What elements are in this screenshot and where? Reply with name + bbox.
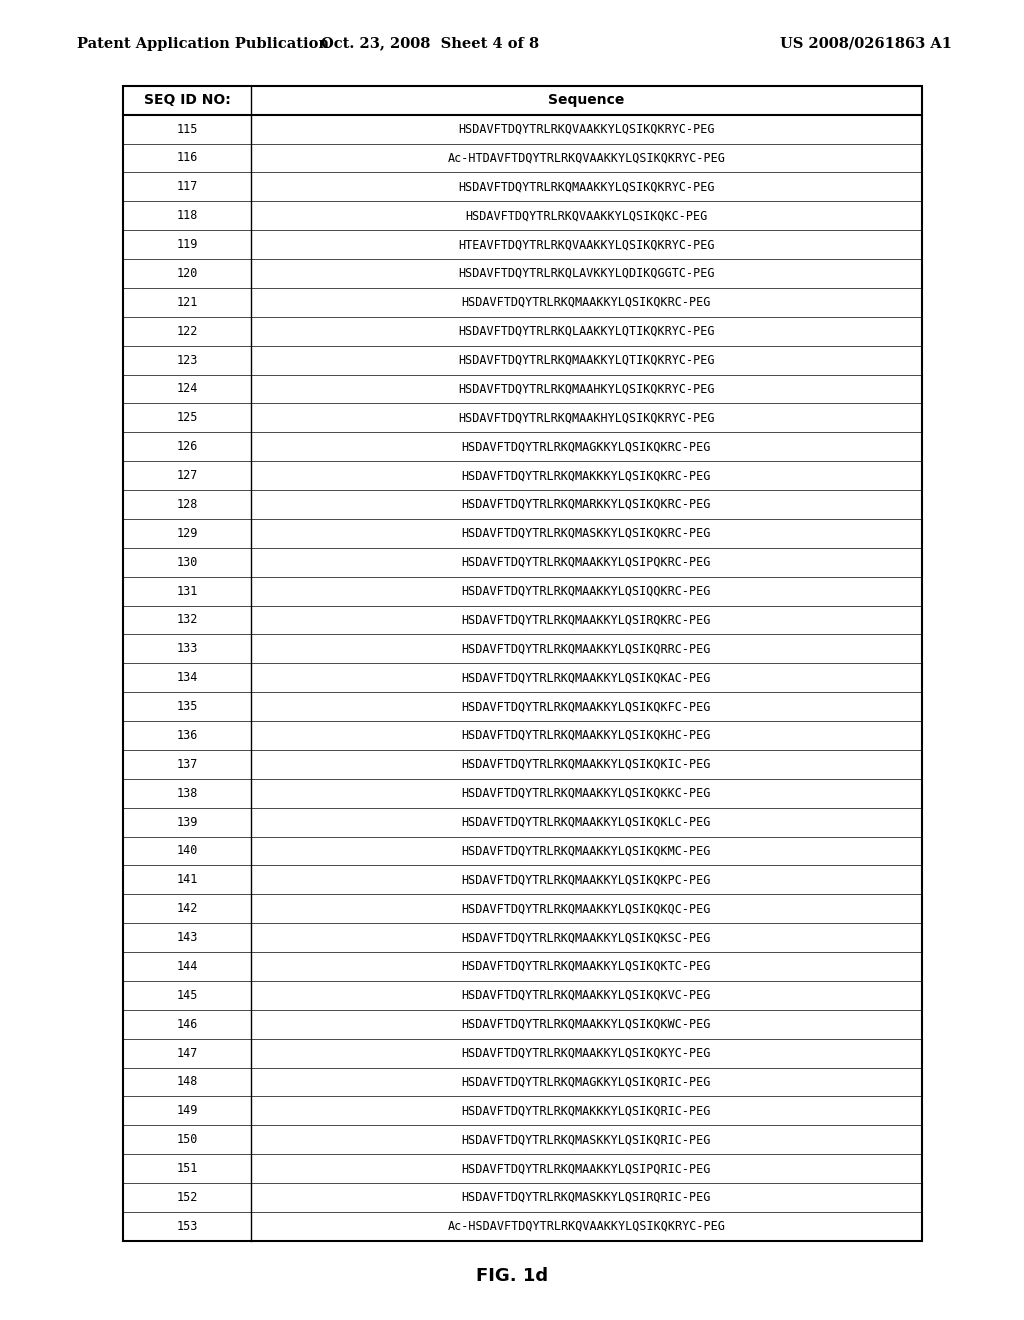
Text: 139: 139 [176,816,198,829]
Text: HSDAVFTDQYTRLRKQMAAKKYLQSIKQKKC-PEG: HSDAVFTDQYTRLRKQMAAKKYLQSIKQKKC-PEG [462,787,711,800]
Text: 126: 126 [176,441,198,453]
Text: 119: 119 [176,238,198,251]
Text: US 2008/0261863 A1: US 2008/0261863 A1 [780,37,952,50]
Text: HSDAVFTDQYTRLRKQMAAKHYLQSIKQKRYC-PEG: HSDAVFTDQYTRLRKQMAAKHYLQSIKQKRYC-PEG [458,412,715,424]
Text: 134: 134 [176,672,198,684]
Text: HSDAVFTDQYTRLRKQMAAKKYLQSIKQKWC-PEG: HSDAVFTDQYTRLRKQMAAKKYLQSIKQKWC-PEG [462,1018,711,1031]
Text: 140: 140 [176,845,198,858]
Text: 142: 142 [176,903,198,915]
Text: HSDAVFTDQYTRLRKQMASKKYLQSIKQKRC-PEG: HSDAVFTDQYTRLRKQMASKKYLQSIKQKRC-PEG [462,527,711,540]
Text: Ac-HTDAVFTDQYTRLRKQVAAKKYLQSIKQKRYC-PEG: Ac-HTDAVFTDQYTRLRKQVAAKKYLQSIKQKRYC-PEG [447,152,725,165]
Text: HSDAVFTDQYTRLRKQMASKKYLQSIRQRIC-PEG: HSDAVFTDQYTRLRKQMASKKYLQSIRQRIC-PEG [462,1191,711,1204]
Text: HSDAVFTDQYTRLRKQMAAKKYLQSIKQKFC-PEG: HSDAVFTDQYTRLRKQMAAKKYLQSIKQKFC-PEG [462,700,711,713]
Text: 131: 131 [176,585,198,598]
Text: HSDAVFTDQYTRLRKQMAGKKYLQSIKQKRC-PEG: HSDAVFTDQYTRLRKQMAGKKYLQSIKQKRC-PEG [462,441,711,453]
Text: 127: 127 [176,469,198,482]
Text: Sequence: Sequence [548,94,625,107]
Text: HSDAVFTDQYTRLRKQLAVKKYLQDIKQGGTC-PEG: HSDAVFTDQYTRLRKQLAVKKYLQDIKQGGTC-PEG [458,267,715,280]
Text: 136: 136 [176,729,198,742]
Text: Oct. 23, 2008  Sheet 4 of 8: Oct. 23, 2008 Sheet 4 of 8 [321,37,540,50]
Text: HSDAVFTDQYTRLRKQMAAKKYLQSIPQKRC-PEG: HSDAVFTDQYTRLRKQMAAKKYLQSIPQKRC-PEG [462,556,711,569]
Text: HSDAVFTDQYTRLRKQMASKKYLQSIKQRIC-PEG: HSDAVFTDQYTRLRKQMASKKYLQSIKQRIC-PEG [462,1134,711,1146]
Text: HSDAVFTDQYTRLRKQMAAKKYLQSIKQKTC-PEG: HSDAVFTDQYTRLRKQMAAKKYLQSIKQKTC-PEG [462,960,711,973]
Text: 117: 117 [176,181,198,193]
Text: 143: 143 [176,931,198,944]
Text: 129: 129 [176,527,198,540]
Text: HSDAVFTDQYTRLRKQLAAKKYLQTIKQKRYC-PEG: HSDAVFTDQYTRLRKQLAAKKYLQTIKQKRYC-PEG [458,325,715,338]
Text: HSDAVFTDQYTRLRKQMAAKKYLQSIKQKQC-PEG: HSDAVFTDQYTRLRKQMAAKKYLQSIKQKQC-PEG [462,903,711,915]
Text: 130: 130 [176,556,198,569]
Text: 153: 153 [176,1220,198,1233]
Text: 135: 135 [176,700,198,713]
Text: HSDAVFTDQYTRLRKQMAAKKYLQSIKQKSC-PEG: HSDAVFTDQYTRLRKQMAAKKYLQSIKQKSC-PEG [462,931,711,944]
Text: 123: 123 [176,354,198,367]
Text: HSDAVFTDQYTRLRKQMAGKKYLQSIKQRIC-PEG: HSDAVFTDQYTRLRKQMAGKKYLQSIKQRIC-PEG [462,1076,711,1089]
Text: 118: 118 [176,210,198,222]
Text: 144: 144 [176,960,198,973]
Text: FIG. 1d: FIG. 1d [476,1267,548,1286]
Text: 138: 138 [176,787,198,800]
Text: Ac-HSDAVFTDQYTRLRKQVAAKKYLQSIKQKRYC-PEG: Ac-HSDAVFTDQYTRLRKQVAAKKYLQSIKQKRYC-PEG [447,1220,725,1233]
Text: 149: 149 [176,1105,198,1117]
Text: 120: 120 [176,267,198,280]
Text: HSDAVFTDQYTRLRKQMAAKKYLQSIKQKLC-PEG: HSDAVFTDQYTRLRKQMAAKKYLQSIKQKLC-PEG [462,816,711,829]
Text: 122: 122 [176,325,198,338]
Text: 133: 133 [176,643,198,655]
Text: 128: 128 [176,498,198,511]
Text: HSDAVFTDQYTRLRKQMAAKKYLQTIKQKRYC-PEG: HSDAVFTDQYTRLRKQMAAKKYLQTIKQKRYC-PEG [458,354,715,367]
Text: HSDAVFTDQYTRLRKQMAAKKYLQSIRQKRC-PEG: HSDAVFTDQYTRLRKQMAAKKYLQSIRQKRC-PEG [462,614,711,627]
Text: 141: 141 [176,874,198,886]
Text: 150: 150 [176,1134,198,1146]
Text: HSDAVFTDQYTRLRKQMAAKKYLQSIKQKIC-PEG: HSDAVFTDQYTRLRKQMAAKKYLQSIKQKIC-PEG [462,758,711,771]
Text: 115: 115 [176,123,198,136]
Text: HSDAVFTDQYTRLRKQMAAKKYLQSIKQKMC-PEG: HSDAVFTDQYTRLRKQMAAKKYLQSIKQKMC-PEG [462,845,711,858]
Text: HSDAVFTDQYTRLRKQVAAKKYLQSIKQKRYC-PEG: HSDAVFTDQYTRLRKQVAAKKYLQSIKQKRYC-PEG [458,123,715,136]
Text: HSDAVFTDQYTRLRKQVAAKKYLQSIKQKC-PEG: HSDAVFTDQYTRLRKQVAAKKYLQSIKQKC-PEG [465,210,708,222]
Text: HSDAVFTDQYTRLRKQMAAKKYLQSIKQKYC-PEG: HSDAVFTDQYTRLRKQMAAKKYLQSIKQKYC-PEG [462,1047,711,1060]
Text: HSDAVFTDQYTRLRKQMAKKKYLQSIKQRIC-PEG: HSDAVFTDQYTRLRKQMAKKKYLQSIKQRIC-PEG [462,1105,711,1117]
Text: 116: 116 [176,152,198,165]
Text: 125: 125 [176,412,198,424]
Text: HSDAVFTDQYTRLRKQMARKKYLQSIKQKRC-PEG: HSDAVFTDQYTRLRKQMARKKYLQSIKQKRC-PEG [462,498,711,511]
Text: HSDAVFTDQYTRLRKQMAAKKYLQSIKQKPC-PEG: HSDAVFTDQYTRLRKQMAAKKYLQSIKQKPC-PEG [462,874,711,886]
Text: 145: 145 [176,989,198,1002]
Text: HSDAVFTDQYTRLRKQMAAKKYLQSIKQKAC-PEG: HSDAVFTDQYTRLRKQMAAKKYLQSIKQKAC-PEG [462,672,711,684]
Text: 152: 152 [176,1191,198,1204]
Text: HSDAVFTDQYTRLRKQMAAKKYLQSIKQKHC-PEG: HSDAVFTDQYTRLRKQMAAKKYLQSIKQKHC-PEG [462,729,711,742]
Text: Patent Application Publication: Patent Application Publication [77,37,329,50]
Text: 137: 137 [176,758,198,771]
Text: SEQ ID NO:: SEQ ID NO: [143,94,230,107]
Text: HSDAVFTDQYTRLRKQMAAHKYLQSIKQKRYC-PEG: HSDAVFTDQYTRLRKQMAAHKYLQSIKQKRYC-PEG [458,383,715,396]
Text: HSDAVFTDQYTRLRKQMAAKKYLQSIPQRIC-PEG: HSDAVFTDQYTRLRKQMAAKKYLQSIPQRIC-PEG [462,1162,711,1175]
Text: HSDAVFTDQYTRLRKQMAKKKYLQSIKQKRC-PEG: HSDAVFTDQYTRLRKQMAKKKYLQSIKQKRC-PEG [462,469,711,482]
Text: HSDAVFTDQYTRLRKQMAAKKYLQSIKQKRYC-PEG: HSDAVFTDQYTRLRKQMAAKKYLQSIKQKRYC-PEG [458,181,715,193]
Text: 146: 146 [176,1018,198,1031]
Text: HSDAVFTDQYTRLRKQMAAKKYLQSIKQKVC-PEG: HSDAVFTDQYTRLRKQMAAKKYLQSIKQKVC-PEG [462,989,711,1002]
Text: 148: 148 [176,1076,198,1089]
Text: HSDAVFTDQYTRLRKQMAAKKYLQSIKQKRC-PEG: HSDAVFTDQYTRLRKQMAAKKYLQSIKQKRC-PEG [462,296,711,309]
Text: HSDAVFTDQYTRLRKQMAAKKYLQSIKQRRC-PEG: HSDAVFTDQYTRLRKQMAAKKYLQSIKQRRC-PEG [462,643,711,655]
Text: HSDAVFTDQYTRLRKQMAAKKYLQSIQQKRC-PEG: HSDAVFTDQYTRLRKQMAAKKYLQSIQQKRC-PEG [462,585,711,598]
Text: 132: 132 [176,614,198,627]
Text: 124: 124 [176,383,198,396]
Text: 151: 151 [176,1162,198,1175]
Text: HTEAVFTDQYTRLRKQVAAKKYLQSIKQKRYC-PEG: HTEAVFTDQYTRLRKQVAAKKYLQSIKQKRYC-PEG [458,238,715,251]
Text: 121: 121 [176,296,198,309]
Text: 147: 147 [176,1047,198,1060]
